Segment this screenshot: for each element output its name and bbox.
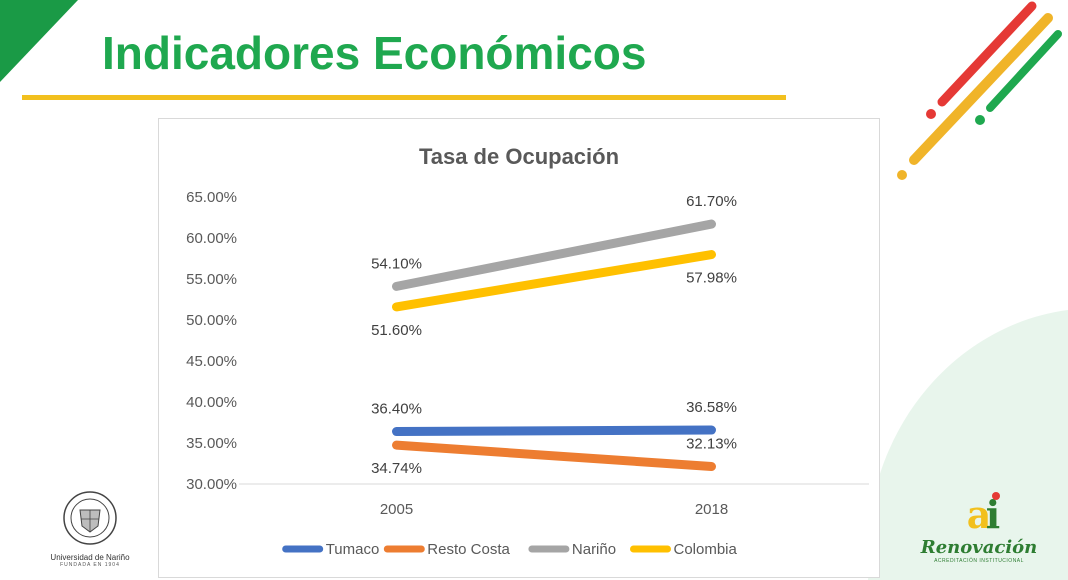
university-logo: Universidad de Nariño FUNDADA EN 1904 <box>40 490 140 570</box>
chart-title: Tasa de Ocupación <box>419 144 619 169</box>
university-name: Universidad de Nariño <box>50 553 130 562</box>
y-tick-label: 65.00% <box>186 189 237 206</box>
y-tick-label: 60.00% <box>186 230 237 247</box>
series-line-narino <box>392 219 716 291</box>
x-tick-label: 2018 <box>695 501 728 518</box>
series-line-tumaco <box>392 425 716 437</box>
data-label: 32.13% <box>686 436 737 453</box>
legend-label-colombia: Colombia <box>674 541 738 558</box>
university-seal-icon <box>63 491 117 545</box>
y-tick-label: 30.00% <box>186 476 237 493</box>
university-founded: FUNDADA EN 1904 <box>60 562 120 568</box>
corner-triangle <box>0 0 78 82</box>
title-underline <box>22 95 786 100</box>
background-blob <box>868 310 1068 580</box>
x-tick-label: 2005 <box>380 501 413 518</box>
series-line-resto-costa <box>392 440 716 472</box>
legend-label-resto-costa: Resto Costa <box>427 541 510 558</box>
y-tick-label: 40.00% <box>186 394 237 411</box>
renovacion-sub: ACREDITACIÓN INSTITUCIONAL <box>934 558 1024 564</box>
data-label: 51.60% <box>371 322 422 339</box>
series-line-colombia <box>392 250 716 312</box>
slide-title: Indicadores Económicos <box>102 27 647 79</box>
decorative-stripes <box>897 1 1062 180</box>
legend-label-tumaco: Tumaco <box>326 541 380 558</box>
y-tick-label: 35.00% <box>186 435 237 452</box>
data-label: 57.98% <box>686 270 737 287</box>
renovacion-logo: a i Renovación ACREDITACIÓN INSTITUCIONA… <box>920 490 1038 570</box>
data-label: 61.70% <box>686 193 737 210</box>
y-tick-label: 45.00% <box>186 353 237 370</box>
line-chart: Tasa de Ocupación 30.00% 35.00% 40.00% 45.0… <box>186 144 869 558</box>
data-label: 34.74% <box>371 460 422 477</box>
data-label: 36.40% <box>371 401 422 418</box>
data-label: 54.10% <box>371 255 422 272</box>
chart-panel: Tasa de Ocupación 30.00% 35.00% 40.00% 45.0… <box>158 118 880 578</box>
svg-text:a: a <box>967 492 992 534</box>
renovacion-brand: Renovación <box>920 537 1038 558</box>
y-tick-label: 55.00% <box>186 271 237 288</box>
svg-text:i: i <box>986 492 1000 534</box>
legend-label-narino: Nariño <box>572 541 616 558</box>
ai-mark-icon: a i <box>967 492 1000 537</box>
y-tick-label: 50.00% <box>186 312 237 329</box>
data-label: 36.58% <box>686 399 737 416</box>
